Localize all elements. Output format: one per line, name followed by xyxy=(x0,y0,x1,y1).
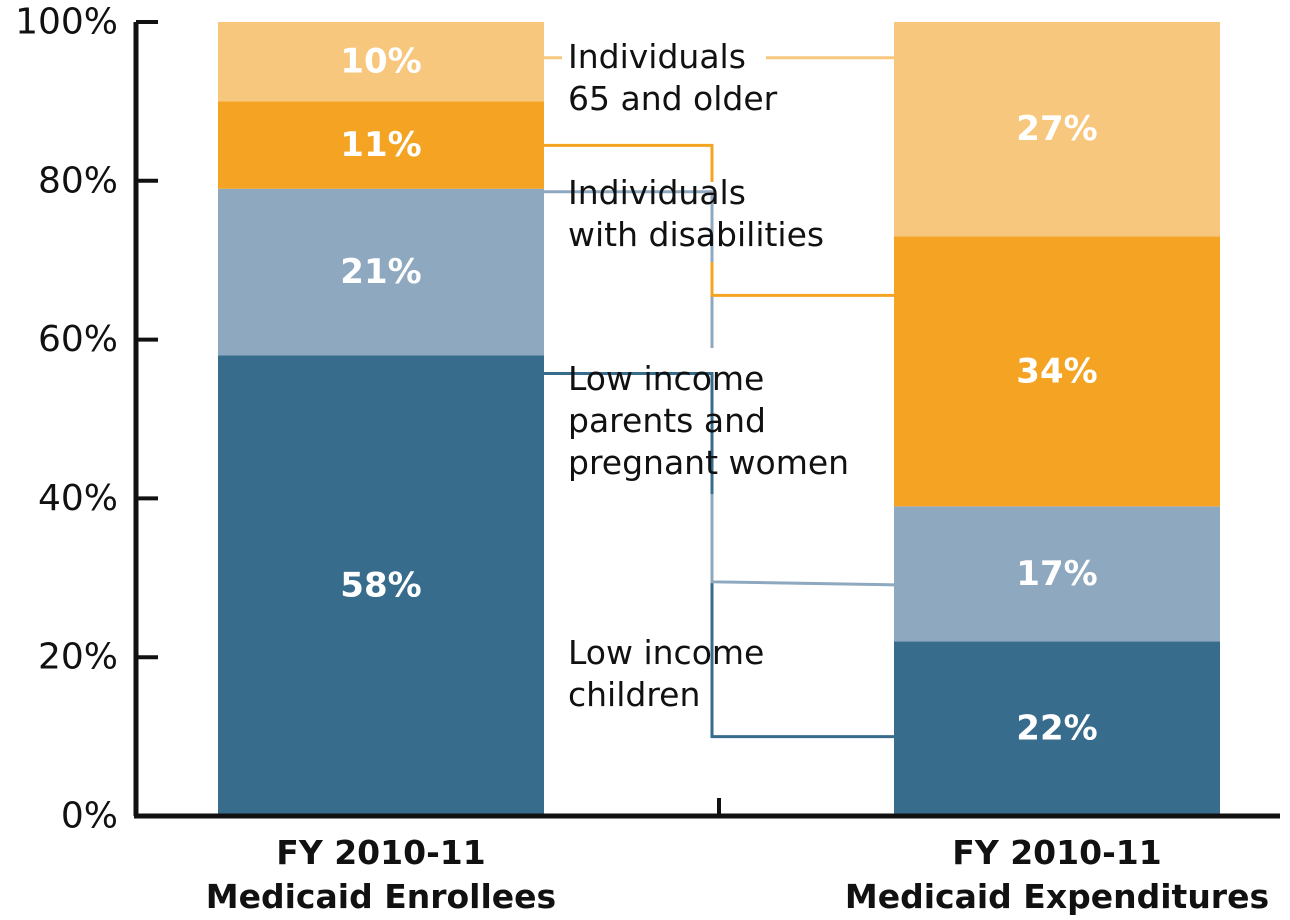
data-label-individuals-with-disabilities-1: 11% xyxy=(340,125,421,165)
data-label-individuals-65-and-older-1: 10% xyxy=(340,42,421,82)
y-tick-label: 20% xyxy=(38,637,118,678)
bar-segment-individuals-65-and-older-2 xyxy=(894,22,1220,237)
series-label-low-income-children: Low income children xyxy=(568,633,764,714)
bar-segment-low-income-parents-and-pregnant-women-2 xyxy=(894,506,1220,642)
axes xyxy=(133,20,1280,819)
y-tick-label: 100% xyxy=(15,2,118,43)
bar-segment-individuals-with-disabilities-2 xyxy=(894,236,1220,507)
connector-lines xyxy=(544,56,895,739)
data-label-low-income-parents-and-pregnant-women-2: 17% xyxy=(1016,554,1097,594)
data-label-individuals-65-and-older-2: 27% xyxy=(1016,109,1097,149)
y-tick-label: 80% xyxy=(38,160,118,201)
y-tick-label: 0% xyxy=(61,796,118,837)
data-label-low-income-parents-and-pregnant-women-1: 21% xyxy=(340,252,421,292)
bar-segment-individuals-with-disabilities-1 xyxy=(218,101,544,189)
series-label-low-income-parents-and-pregnant-women: Low income parents and pregnant women xyxy=(568,359,849,482)
bar-segment-low-income-children-2 xyxy=(894,641,1220,816)
series-label-individuals-65-and-older: Individuals 65 and older xyxy=(568,37,778,118)
data-label-low-income-children-1: 58% xyxy=(340,566,421,606)
bars xyxy=(218,22,1220,816)
series-label-individuals-with-disabilities: Individuals with disabilities xyxy=(568,173,824,254)
bar-segment-low-income-parents-and-pregnant-women-1 xyxy=(218,188,544,356)
data-label-individuals-with-disabilities-2: 34% xyxy=(1016,351,1097,391)
y-tick-label: 40% xyxy=(38,478,118,519)
labels: 58% 21% 11% 10% 22% 17% 34% 27% 0% 20% 40% 60% 80% 10… xyxy=(15,2,1269,917)
x-category-label: FY 2010-11 Medicaid Enrollees xyxy=(206,833,556,916)
connector-individuals-with-disabilities xyxy=(544,143,894,297)
data-label-low-income-children-2: 22% xyxy=(1016,709,1097,749)
x-category-label: FY 2010-11 Medicaid Expenditures xyxy=(845,833,1269,916)
bar-segment-individuals-65-and-older-1 xyxy=(218,22,544,102)
bar-segment-low-income-children-1 xyxy=(218,355,544,816)
y-tick-label: 60% xyxy=(38,319,118,360)
